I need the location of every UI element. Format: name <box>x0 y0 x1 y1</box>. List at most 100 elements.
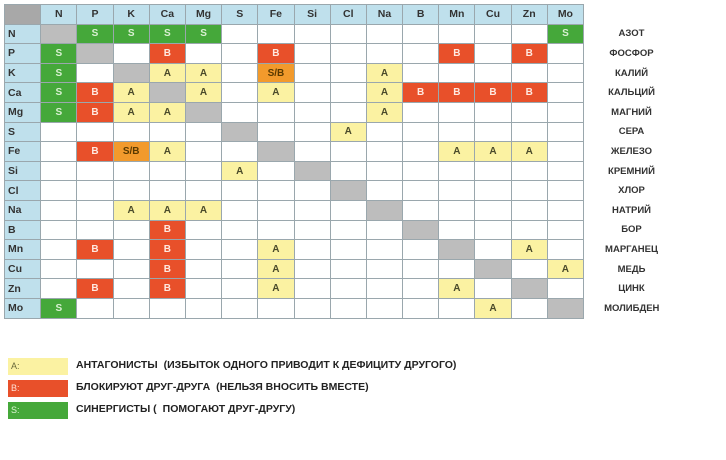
legend-text: АНТАГОНИСТЫ (ИЗБЫТОК ОДНОГО ПРИВОДИТ К ДЕ… <box>76 359 456 371</box>
interaction-cell: A <box>148 101 186 123</box>
interaction-cell <box>76 219 114 241</box>
interaction-cell: A <box>474 141 512 162</box>
interaction-cell <box>402 219 440 241</box>
interaction-cell: A <box>329 121 367 143</box>
column-header-p: P <box>76 4 114 25</box>
interaction-cell <box>257 219 295 241</box>
interaction-cell <box>76 121 114 143</box>
interaction-cell: A <box>257 278 295 299</box>
interaction-cell <box>293 258 331 280</box>
interaction-cell <box>40 239 78 260</box>
interaction-cell <box>257 141 295 162</box>
element-name-fe: ЖЕЛЕЗО <box>583 141 680 162</box>
interaction-cell <box>329 297 367 319</box>
interaction-cell <box>148 82 186 103</box>
element-name-k: КАЛИЙ <box>583 63 680 83</box>
column-header-mo: Mo <box>546 4 585 25</box>
interaction-cell <box>40 258 78 280</box>
interaction-cell <box>546 297 585 319</box>
interaction-cell <box>112 297 150 319</box>
interaction-cell <box>365 258 404 280</box>
column-header-cl: Cl <box>329 4 367 25</box>
interaction-cell <box>438 219 476 241</box>
interaction-cell <box>402 180 440 201</box>
interaction-cell <box>293 160 331 182</box>
interaction-cell <box>148 180 186 201</box>
interaction-cell: A <box>257 258 295 280</box>
legend-text: БЛОКИРУЮТ ДРУГ-ДРУГА (НЕЛЬЗЯ ВНОСИТЬ ВМЕС… <box>76 381 369 393</box>
interaction-cell <box>510 278 548 299</box>
legend-note: (ИЗБЫТОК ОДНОГО ПРИВОДИТ К ДЕФИЦИТУ ДРУГ… <box>163 359 457 371</box>
column-header-cu: Cu <box>474 4 512 25</box>
interaction-cell <box>293 43 331 64</box>
interaction-cell: B <box>76 239 114 260</box>
interaction-cell <box>112 219 150 241</box>
interaction-cell: S <box>112 23 150 45</box>
interaction-cell <box>365 278 404 299</box>
interaction-cell <box>76 199 114 221</box>
interaction-cell <box>293 297 331 319</box>
interaction-cell: B <box>76 141 114 162</box>
interaction-cell <box>402 199 440 221</box>
interaction-cell <box>257 101 295 123</box>
interaction-cell: S/B <box>257 62 295 84</box>
interaction-cell <box>148 297 186 319</box>
interaction-cell <box>329 180 367 201</box>
corner-cell <box>3 4 42 25</box>
interaction-cell: A <box>221 160 259 182</box>
interaction-cell <box>40 219 78 241</box>
interaction-cell <box>546 82 585 103</box>
interaction-cell <box>329 82 367 103</box>
interaction-cell <box>329 199 367 221</box>
row-header-s: S <box>3 121 42 143</box>
interaction-cell: A <box>184 199 223 221</box>
table-row: K S A A S/B A КАЛИЙ <box>3 62 680 84</box>
interaction-cell <box>546 278 585 299</box>
interaction-cell <box>546 180 585 201</box>
interaction-cell <box>329 101 367 123</box>
interaction-cell <box>184 297 223 319</box>
element-name-s: СЕРА <box>583 122 680 142</box>
interaction-cell <box>474 160 512 182</box>
interaction-cell <box>221 278 259 299</box>
interaction-cell <box>474 278 512 299</box>
interaction-cell: A <box>148 62 186 84</box>
element-name-ca: КАЛЬЦИЙ <box>583 82 680 103</box>
row-header-ca: Ca <box>3 82 42 103</box>
row-header-mg: Mg <box>3 101 42 123</box>
row-header-mn: Mn <box>3 239 42 260</box>
interaction-cell <box>402 141 440 162</box>
table-row: Fe B S/B A A A A ЖЕЛЕЗО <box>3 141 680 162</box>
interaction-cell: A <box>510 239 548 260</box>
interaction-cell <box>257 297 295 319</box>
interaction-cell <box>221 180 259 201</box>
interaction-cell <box>40 141 78 162</box>
interaction-cell <box>184 258 223 280</box>
interaction-cell <box>76 160 114 182</box>
interaction-cell <box>402 160 440 182</box>
interaction-cell <box>257 180 295 201</box>
interaction-cell <box>221 141 259 162</box>
interaction-cell <box>221 101 259 123</box>
legend-text: СИНЕРГИСТЫ (ПОМОГАЮТ ДРУГ-ДРУГУ) <box>76 403 295 415</box>
interaction-cell <box>365 141 404 162</box>
interaction-cell <box>40 278 78 299</box>
interaction-cell: B <box>76 278 114 299</box>
interaction-cell: B <box>76 101 114 123</box>
interaction-cell: S <box>40 62 78 84</box>
interaction-cell <box>257 160 295 182</box>
row-header-mo: Mo <box>3 297 42 319</box>
interaction-cell <box>293 199 331 221</box>
table-row: Si A КРЕМНИЙ <box>3 160 680 182</box>
interaction-cell <box>546 219 585 241</box>
element-name-mg: МАГНИЙ <box>583 102 680 123</box>
interaction-cell <box>438 62 476 84</box>
interaction-cell <box>112 43 150 64</box>
table-row: Mg S B A A A МАГНИЙ <box>3 101 680 123</box>
column-header-si: Si <box>293 4 331 25</box>
interaction-cell <box>365 297 404 319</box>
legend-item: S: СИНЕРГИСТЫ (ПОМОГАЮТ ДРУГ-ДРУГУ) <box>4 398 416 420</box>
table-row: Zn B B A A ЦИНК <box>3 278 680 299</box>
interaction-cell <box>148 121 186 143</box>
table-row: S A СЕРА <box>3 121 680 143</box>
